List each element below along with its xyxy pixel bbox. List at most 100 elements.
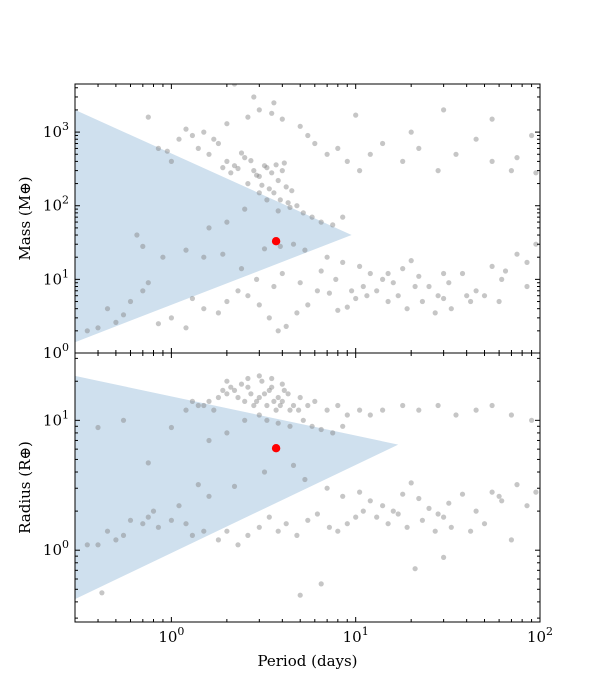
data-point (408, 258, 414, 264)
data-point (314, 511, 320, 517)
data-point (220, 387, 226, 393)
data-point (395, 511, 401, 517)
data-point (340, 423, 346, 429)
data-point (285, 200, 291, 206)
y-tick-label: 102 (43, 194, 69, 215)
data-point (297, 123, 303, 129)
highlight-point (271, 237, 281, 246)
highlight-point (271, 444, 281, 453)
data-point (335, 528, 341, 534)
data-point (183, 325, 189, 331)
data-point (529, 132, 535, 139)
data-point (155, 524, 161, 530)
data-point (195, 145, 201, 151)
data-point (189, 295, 195, 302)
data-point (183, 126, 189, 132)
data-point (344, 158, 350, 164)
data-point (127, 298, 134, 305)
data-point (168, 158, 174, 164)
data-point (400, 491, 406, 497)
data-point (238, 150, 245, 156)
data-point (324, 485, 330, 491)
data-point (168, 517, 174, 523)
data-point (344, 412, 350, 418)
data-point (235, 542, 241, 548)
data-point (318, 268, 324, 274)
data-point (357, 407, 363, 413)
data-point (254, 276, 260, 282)
data-point (211, 407, 217, 413)
data-point (279, 398, 285, 404)
data-point (390, 280, 396, 286)
data-point (201, 306, 207, 312)
data-point (266, 315, 272, 321)
data-point (426, 505, 432, 511)
data-point (468, 298, 474, 305)
data-point (416, 407, 422, 413)
data-point (408, 480, 414, 486)
data-point (145, 114, 151, 120)
data-point (524, 503, 530, 509)
data-point (277, 197, 283, 203)
data-point (266, 387, 272, 393)
data-point (283, 184, 289, 190)
data-point (195, 402, 201, 409)
data-point (279, 270, 285, 277)
data-point (300, 417, 306, 423)
data-point (473, 136, 479, 142)
data-point (261, 246, 268, 252)
data-point (145, 280, 151, 286)
data-point (245, 375, 251, 382)
data-point (297, 280, 303, 286)
data-point (302, 476, 308, 483)
data-point (481, 521, 488, 527)
data-point (261, 469, 268, 475)
data-point (251, 402, 257, 409)
data-point (160, 254, 166, 260)
data-point (524, 283, 530, 290)
data-point (290, 462, 297, 468)
data-point (502, 268, 509, 274)
data-point (264, 197, 270, 203)
data-point (408, 129, 414, 135)
data-point (120, 417, 127, 423)
data-point (432, 528, 438, 534)
data-point (275, 420, 281, 426)
data-point (242, 417, 248, 423)
y-tick-label: 101 (43, 408, 69, 429)
data-point (360, 283, 366, 290)
data-point (145, 514, 151, 520)
data-point (189, 398, 195, 404)
data-point (446, 500, 452, 506)
data-point (489, 263, 495, 269)
data-point (419, 517, 425, 523)
data-point (309, 214, 315, 220)
data-point (533, 241, 539, 247)
data-point (508, 537, 514, 543)
data-point (514, 155, 520, 161)
data-point (266, 514, 272, 520)
data-point (287, 407, 293, 413)
data-point (446, 280, 452, 286)
data-point (269, 170, 275, 176)
data-point (416, 495, 422, 502)
data-point (496, 493, 502, 499)
data-point (353, 295, 359, 302)
data-point (113, 319, 119, 325)
data-point (264, 402, 270, 409)
data-point (269, 384, 275, 390)
data-point (312, 140, 318, 147)
data-point (400, 402, 406, 409)
data-point (330, 430, 336, 436)
data-point (251, 94, 257, 100)
data-point (499, 498, 505, 504)
data-point (238, 266, 245, 272)
data-point (269, 110, 275, 116)
data-point (261, 391, 268, 397)
data-point (231, 163, 238, 169)
data-point (453, 412, 459, 418)
shaded-region (75, 375, 399, 600)
data-point (305, 302, 311, 308)
data-point (84, 328, 90, 334)
data-point (104, 306, 111, 312)
